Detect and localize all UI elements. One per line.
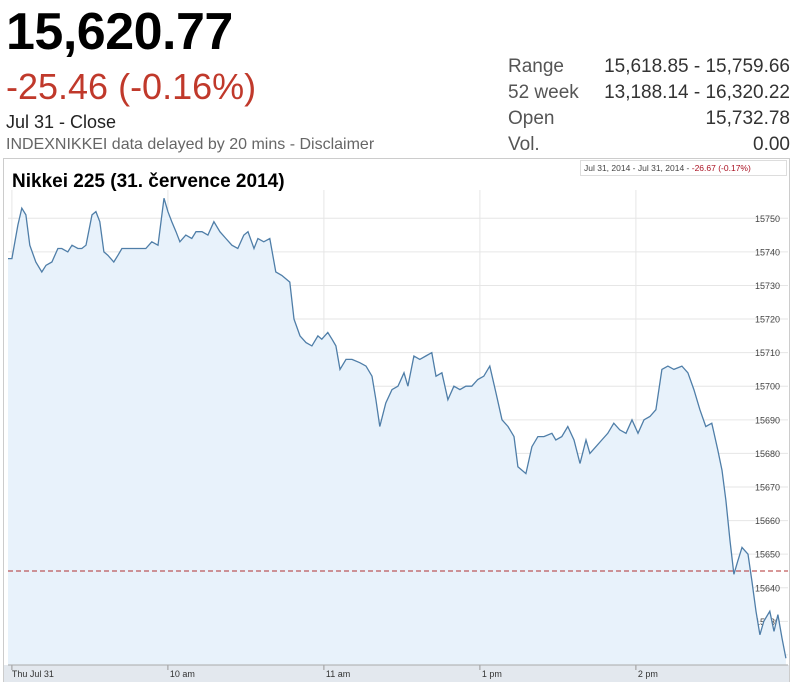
- range-label: Jul 31, 2014 - Jul 31, 2014 - -26.67 (-0…: [584, 163, 751, 173]
- y-tick-label: 15740: [755, 247, 780, 257]
- stat-label: Open: [508, 108, 555, 129]
- x-tick-label: 10 am: [170, 669, 195, 679]
- y-tick-label: 15750: [755, 214, 780, 224]
- disclaimer[interactable]: INDEXNIKKEI data delayed by 20 mins - Di…: [6, 136, 375, 153]
- stats-row: Range 15,618.85 - 15,759.66: [508, 54, 790, 80]
- y-tick-label: 15720: [755, 315, 780, 325]
- price-change: -25.46 (-0.16%): [6, 66, 257, 107]
- stats-row: 52 week 13,188.14 - 16,320.22: [508, 80, 790, 106]
- y-tick-label: 15650: [755, 550, 780, 560]
- y-tick-label: 15670: [755, 482, 780, 492]
- stats-table: Range 15,618.85 - 15,759.66 52 week 13,188.…: [508, 54, 790, 158]
- line: [8, 198, 787, 659]
- stat-value: 15,732.78: [705, 108, 790, 129]
- y-tick-label: 15660: [755, 516, 780, 526]
- stat-label: 52 week: [508, 82, 579, 103]
- y-tick-label: 15680: [755, 449, 780, 459]
- y-tick-label: 15730: [755, 281, 780, 291]
- stat-value: 0.00: [753, 134, 790, 155]
- price: 15,620.77: [6, 3, 233, 61]
- x-axis-band: [4, 665, 789, 682]
- range-change: -26.67 (-0.17%): [692, 163, 751, 173]
- range-text: Jul 31, 2014 - Jul 31, 2014 -: [584, 163, 690, 173]
- stat-value: 13,188.14 - 16,320.22: [604, 82, 790, 103]
- stat-value: 15,618.85 - 15,759.66: [604, 56, 790, 77]
- x-tick-label: 11 am: [326, 669, 350, 679]
- stat-label: Range: [508, 56, 564, 77]
- y-tick-label: 15710: [755, 348, 780, 358]
- chart-title: Nikkei 225 (31. července 2014): [12, 171, 285, 192]
- x-tick-label: 1 pm: [482, 669, 502, 679]
- y-tick-label: 15690: [755, 415, 780, 425]
- stat-label: Vol.: [508, 134, 540, 155]
- range-box: [580, 160, 787, 176]
- date: Jul 31 - Close: [6, 112, 117, 132]
- x-tick-label: 2 pm: [638, 669, 658, 679]
- y-tick-label: 15700: [755, 382, 780, 392]
- area: [8, 198, 786, 665]
- stats-row: Vol. 0.00: [508, 132, 790, 158]
- y-tick-label: 15640: [755, 583, 780, 593]
- x-tick-label: Thu Jul 31: [12, 669, 54, 679]
- stats-row: Open 15,732.78: [508, 106, 790, 132]
